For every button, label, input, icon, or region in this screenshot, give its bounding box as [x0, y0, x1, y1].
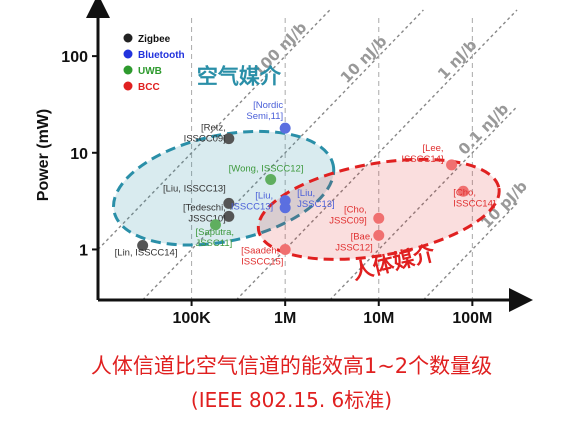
data-point — [373, 213, 384, 224]
legend-label: BCC — [138, 82, 160, 93]
point-label: [Lin, ISSCC14] — [115, 247, 178, 258]
point-label-line: ISSCC14] — [453, 198, 495, 209]
point-label-line: [Liu, — [297, 188, 315, 199]
point-label-line: JSSC11] — [195, 238, 232, 249]
point-label-line: [Liu, — [255, 191, 273, 202]
point-label: [Saadeh, ISSCC15] — [241, 245, 283, 267]
point-label-line: ISSCC13] — [231, 202, 273, 213]
y-axis-label: Power (mW) — [35, 109, 52, 201]
energy-line-label: 10 nJ/b — [337, 32, 391, 87]
y-tick-label: 1 — [79, 242, 88, 259]
legend: Zigbee Bluetooth UWB BCC — [124, 34, 185, 94]
data-point — [265, 174, 276, 185]
point-label-line: Semi,11] — [246, 111, 283, 122]
point-label-line: [Cho, — [344, 204, 367, 215]
point-label-line: JSSC12] — [335, 242, 373, 253]
data-point — [446, 159, 457, 170]
legend-label: Zigbee — [138, 34, 171, 45]
x-tick-label: 10M — [363, 310, 394, 327]
point-label-line: [Nordic — [253, 100, 283, 111]
energy-line-label: 1 nJ/b — [434, 36, 481, 83]
air-medium-label: 空气媒介 — [197, 65, 282, 89]
legend-marker — [124, 66, 133, 75]
point-label-line: [Cho, — [453, 187, 476, 198]
legend-marker — [124, 50, 133, 59]
legend-marker — [124, 34, 133, 43]
point-label: [Wong, ISSCC12] — [229, 163, 304, 174]
data-point — [373, 230, 384, 241]
x-tick-label: 1M — [274, 310, 296, 327]
point-label-line: ISSCC14] — [401, 154, 443, 165]
point-label: [Retz, ISSCC09] — [184, 123, 226, 145]
caption-line-1: 人体信道比空气信道的能效高1~2个数量级 — [0, 350, 583, 380]
point-label-line: [Bae, — [351, 231, 373, 242]
point-label: [Nordic Semi,11] — [246, 100, 283, 122]
point-label: [Liu, ISSCC13] — [163, 183, 226, 194]
chart-panel: 100 nJ/b 10 nJ/b 1 nJ/b 0.1 nJ/b 10 pJ/b 空气媒… — [22, 0, 567, 332]
point-label-line: [Saadeh, — [241, 245, 279, 256]
point-label-line: JSSC13] — [297, 199, 335, 210]
point-label-line: JSSC09] — [329, 215, 367, 226]
point-label: [Saputra, JSSC11] — [195, 227, 234, 249]
point-label: [Lee, ISSCC14] — [401, 143, 443, 165]
data-point — [280, 244, 291, 255]
point-label-line: ISSCC09] — [184, 134, 226, 145]
data-point — [280, 123, 291, 134]
point-label-line: [Lee, — [422, 143, 443, 154]
point-label-line: [Tedeschi, — [183, 202, 226, 213]
point-label-line: [Saputra, — [195, 227, 234, 238]
legend-label: UWB — [138, 66, 162, 77]
y-tick-label: 100 — [61, 49, 88, 66]
y-tick-label: 10 — [70, 146, 88, 163]
data-point — [280, 202, 291, 213]
point-label-line: [Retz, — [201, 123, 226, 134]
legend-label: Bluetooth — [138, 50, 185, 61]
x-tick-label: 100M — [452, 310, 492, 327]
energy-line-label: 0.1 nJ/b — [455, 100, 513, 159]
point-label-line: ISSCC15] — [241, 256, 283, 267]
x-tick-label: 100K — [172, 310, 211, 327]
power-vs-datarate-chart: 100 nJ/b 10 nJ/b 1 nJ/b0.1 nJ/b10 pJ/b 空气媒… — [22, 0, 567, 332]
caption-line-2: (IEEE 802.15. 6标准) — [0, 384, 583, 413]
legend-marker — [124, 82, 133, 91]
